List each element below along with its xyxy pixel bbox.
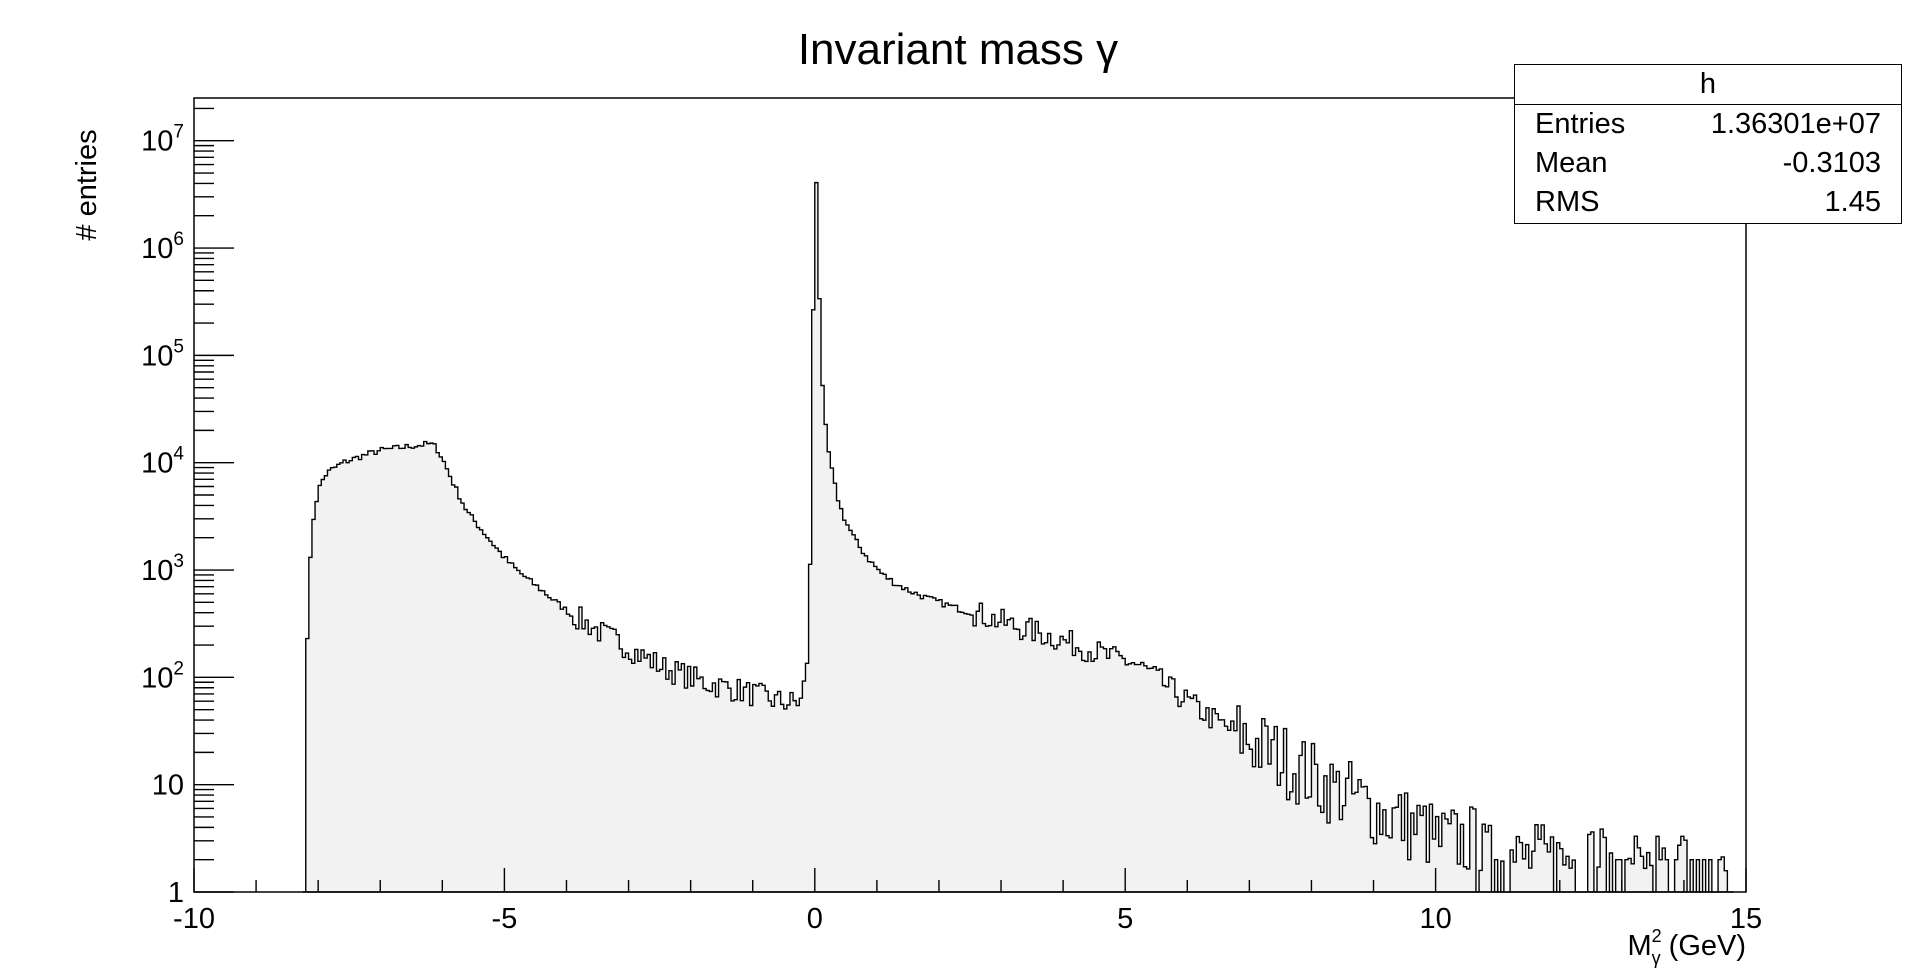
x-axis-label: M2 γ (GeV): [1627, 926, 1746, 968]
x-tick-label: 10: [1419, 903, 1451, 935]
y-tick-label: 107: [141, 122, 184, 158]
y-tick-label: 104: [141, 444, 184, 480]
y-tick-label: 106: [141, 229, 184, 265]
x-tick-label: 15: [1730, 903, 1762, 935]
stats-row-mean: Mean -0.3103: [1515, 144, 1901, 183]
stats-box: h Entries 1.36301e+07 Mean -0.3103 RMS 1…: [1514, 64, 1902, 224]
stats-row-entries: Entries 1.36301e+07: [1515, 105, 1901, 144]
stats-value: 1.36301e+07: [1710, 108, 1881, 140]
y-tick-label: 105: [141, 336, 184, 372]
x-axis-label-sub: γ: [1652, 948, 1661, 968]
x-tick-label: 5: [1117, 903, 1133, 935]
y-axis-label: # entries: [71, 129, 103, 240]
stats-value: 1.45: [1824, 186, 1881, 218]
stats-label: Entries: [1535, 108, 1626, 140]
chart-title: Invariant mass γ: [798, 25, 1118, 74]
stats-label: Mean: [1535, 147, 1608, 179]
x-tick-label: 0: [807, 903, 823, 935]
stats-value: -0.3103: [1782, 147, 1881, 179]
histogram-layer: [302, 181, 1734, 893]
y-tick-label: 1: [168, 877, 184, 909]
y-tick-label: 103: [141, 551, 184, 587]
x-axis-label-sup: 2: [1652, 926, 1662, 946]
stats-box-title: h: [1515, 65, 1901, 105]
histogram-bars: [302, 181, 1734, 893]
y-axis: 1 10 102 103 104 105 106 107: [141, 107, 234, 909]
x-axis-label-unit: (GeV): [1669, 930, 1746, 962]
stats-row-rms: RMS 1.45: [1515, 183, 1901, 222]
x-tick-label: -10: [173, 903, 215, 935]
stats-label: RMS: [1535, 186, 1600, 218]
y-tick-label: 10: [152, 770, 184, 802]
x-tick-label: -5: [492, 903, 518, 935]
y-tick-label: 102: [141, 658, 184, 694]
x-axis-label-main: M: [1627, 930, 1651, 962]
x-axis: -10 -5 0 5 10 15: [173, 868, 1762, 935]
